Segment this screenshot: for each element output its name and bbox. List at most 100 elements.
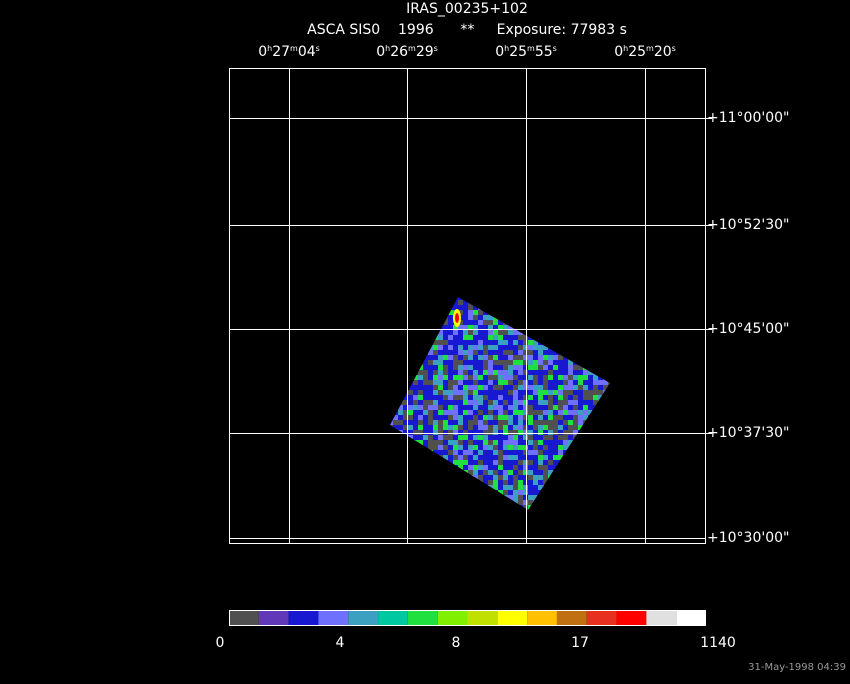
pixel [598, 490, 603, 495]
pixel [443, 470, 448, 475]
pixel [413, 380, 418, 385]
pixel [493, 435, 498, 440]
pixel [473, 445, 478, 450]
pixel [398, 370, 403, 375]
pixel [608, 350, 610, 355]
pixel [453, 470, 458, 475]
pixel [463, 445, 468, 450]
pixel [433, 445, 438, 450]
pixel [433, 297, 438, 300]
pixel [463, 360, 468, 365]
pixel [408, 480, 413, 485]
pixel [563, 350, 568, 355]
pixel [593, 490, 598, 495]
pixel [568, 510, 573, 515]
pixel [473, 495, 478, 500]
pixel [503, 405, 508, 410]
pixel [473, 490, 478, 495]
pixel [538, 485, 543, 490]
pixel [593, 340, 598, 345]
pixel [568, 390, 573, 395]
pixel [498, 470, 503, 475]
pixel [518, 475, 523, 480]
pixel [508, 315, 513, 320]
pixel [408, 360, 413, 365]
pixel [443, 455, 448, 460]
pixel [390, 480, 393, 485]
pixel [408, 370, 413, 375]
pixel [390, 500, 393, 505]
pixel [563, 380, 568, 385]
pixel [608, 335, 610, 340]
pixel [423, 320, 428, 325]
pixel [578, 480, 583, 485]
pixel [413, 375, 418, 380]
pixel [498, 297, 503, 300]
pixel [483, 385, 488, 390]
pixel [488, 445, 493, 450]
pixel [458, 360, 463, 365]
pixel [573, 305, 578, 310]
pixel [608, 297, 610, 300]
pixel [593, 395, 598, 400]
pixel [448, 370, 453, 375]
pixel [563, 460, 568, 465]
pixel [463, 330, 468, 335]
pixel [578, 320, 583, 325]
pixel [478, 325, 483, 330]
pixel [533, 410, 538, 415]
colorbar-swatch [497, 611, 528, 625]
pixel [573, 415, 578, 420]
pixel [573, 345, 578, 350]
pixel [513, 405, 518, 410]
pixel [448, 310, 453, 315]
pixel [473, 370, 478, 375]
pixel [453, 475, 458, 480]
pixel [483, 420, 488, 425]
pixel [453, 305, 458, 310]
pixel [393, 385, 398, 390]
pixel [508, 460, 513, 465]
pixel [433, 405, 438, 410]
pixel [548, 370, 553, 375]
pixel [583, 330, 588, 335]
pixel [528, 425, 533, 430]
pixel [563, 375, 568, 380]
pixel [438, 415, 443, 420]
pixel [528, 320, 533, 325]
subtitle: ASCA SIS0 1996 ** Exposure: 77983 s [307, 22, 627, 38]
pixel [538, 385, 543, 390]
pixel [518, 435, 523, 440]
pixel [463, 305, 468, 310]
pixel [463, 320, 468, 325]
pixel [448, 415, 453, 420]
pixel [518, 490, 523, 495]
pixel [578, 440, 583, 445]
pixel [603, 465, 608, 470]
pixel [390, 365, 393, 370]
pixel [478, 350, 483, 355]
pixel [418, 425, 423, 430]
pixel [528, 405, 533, 410]
pixel [573, 450, 578, 455]
pixel [448, 450, 453, 455]
ra-value: 55 [535, 44, 553, 60]
pixel [408, 455, 413, 460]
pixel [518, 340, 523, 345]
pixel [428, 320, 433, 325]
pixel [558, 440, 563, 445]
pixel [433, 495, 438, 500]
pixel [488, 365, 493, 370]
pixel [598, 370, 603, 375]
pixel [473, 430, 478, 435]
pixel [418, 420, 423, 425]
pixel [573, 315, 578, 320]
pixel [558, 425, 563, 430]
pixel [528, 300, 533, 305]
pixel [398, 380, 403, 385]
pixel [588, 450, 593, 455]
pixel [573, 510, 578, 515]
pixel [498, 350, 503, 355]
pixel [528, 505, 533, 510]
pixel [593, 370, 598, 375]
